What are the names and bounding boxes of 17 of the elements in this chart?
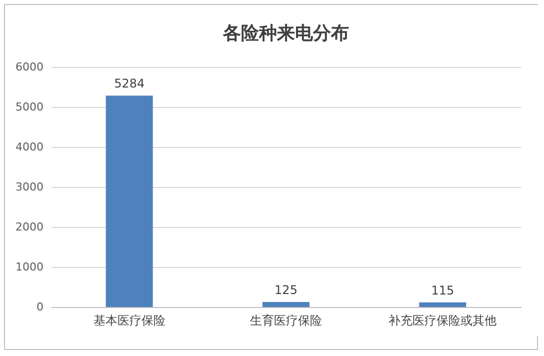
y-tick-label: 6000 bbox=[16, 60, 44, 74]
y-tick-label: 0 bbox=[36, 300, 44, 314]
data-label: 125 bbox=[274, 283, 298, 297]
y-tick-label: 4000 bbox=[16, 140, 44, 154]
chart-title: 各险种来电分布 bbox=[222, 23, 349, 44]
bar bbox=[106, 96, 153, 307]
bar bbox=[262, 302, 310, 307]
data-label: 5284 bbox=[114, 76, 145, 91]
y-tick-label: 2000 bbox=[16, 220, 44, 234]
x-tick-label: 基本医疗保险 bbox=[93, 314, 166, 328]
data-label: 115 bbox=[431, 283, 454, 298]
y-tick-label: 5000 bbox=[16, 100, 44, 114]
x-tick-label: 补充医疗保险或其他 bbox=[388, 314, 497, 328]
bar bbox=[419, 302, 466, 307]
x-tick-label: 生育医疗保险 bbox=[250, 314, 322, 328]
y-tick-label: 1000 bbox=[16, 260, 44, 274]
y-tick-label: 3000 bbox=[16, 180, 44, 194]
